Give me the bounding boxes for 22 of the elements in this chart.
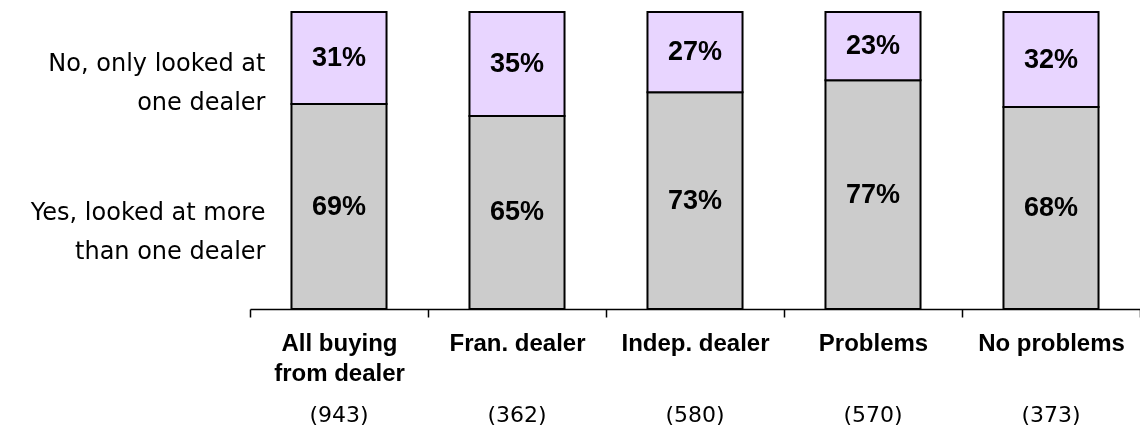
text: (943) [309, 402, 369, 427]
x-tick-label: Problems [818, 328, 929, 356]
text: (580) [665, 402, 725, 427]
data-label: 35% [489, 47, 545, 78]
series-label: Yes, looked at more than one dealer [29, 197, 266, 265]
data-label: 65% [489, 196, 545, 227]
data-label: 68% [1023, 192, 1079, 223]
data-label: 32% [1023, 43, 1079, 74]
x-tick-label: No problems [978, 328, 1125, 356]
x-tick-label: All buying from dealer [274, 328, 405, 386]
data-label: 31% [311, 42, 367, 73]
text: (373) [1021, 402, 1081, 427]
data-label: 73% [667, 184, 723, 215]
text: (362) [487, 402, 547, 427]
series-label: No, only looked at one dealer [48, 49, 266, 117]
x-tick-label: Indep. dealer [621, 328, 770, 356]
data-label: 27% [667, 36, 723, 67]
data-label: 23% [845, 30, 901, 61]
data-label: 77% [845, 178, 901, 209]
text: (570) [843, 402, 903, 427]
data-label: 69% [311, 190, 367, 221]
x-tick-label: Fran. dealer [449, 328, 586, 356]
